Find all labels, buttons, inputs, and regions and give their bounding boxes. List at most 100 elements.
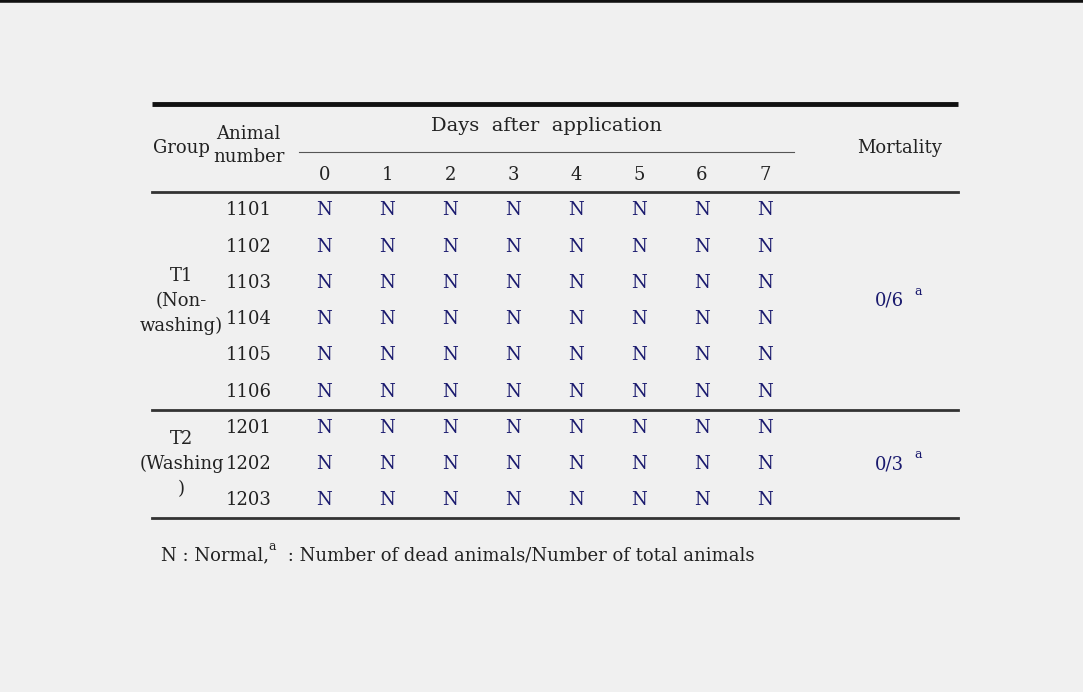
Text: 1201: 1201 [225,419,272,437]
Text: N : Normal,: N : Normal, [160,547,280,565]
Text: 0: 0 [318,166,330,184]
Text: N: N [631,491,647,509]
Text: N: N [379,274,395,292]
Text: N: N [316,383,332,401]
Text: N: N [442,237,458,255]
Text: N: N [569,237,584,255]
Text: N: N [694,491,709,509]
Text: N: N [757,237,773,255]
Text: N: N [694,455,709,473]
Text: N: N [631,237,647,255]
Text: N: N [379,346,395,364]
Text: 1202: 1202 [226,455,272,473]
Text: : Number of dead animals/Number of total animals: : Number of dead animals/Number of total… [283,547,755,565]
Text: N: N [757,274,773,292]
Text: N: N [379,201,395,219]
Text: N: N [442,274,458,292]
Text: 1106: 1106 [225,383,272,401]
Text: a: a [268,540,275,553]
Text: 0/6: 0/6 [875,292,903,310]
Text: N: N [569,419,584,437]
Text: N: N [379,237,395,255]
Text: N: N [694,310,709,328]
Text: N: N [631,419,647,437]
Text: N: N [694,274,709,292]
Text: N: N [505,419,521,437]
Text: N: N [694,383,709,401]
Text: N: N [757,201,773,219]
Text: N: N [505,491,521,509]
Text: 1101: 1101 [225,201,272,219]
Text: N: N [505,346,521,364]
Text: N: N [442,455,458,473]
Text: N: N [505,237,521,255]
Text: N: N [442,201,458,219]
Text: N: N [569,491,584,509]
Text: N: N [569,455,584,473]
Text: N: N [569,346,584,364]
Text: 3: 3 [507,166,519,184]
Text: N: N [505,455,521,473]
Text: N: N [694,346,709,364]
Text: N: N [757,346,773,364]
Text: N: N [631,201,647,219]
Text: N: N [316,346,332,364]
Text: N: N [379,455,395,473]
Text: N: N [757,310,773,328]
Text: N: N [694,201,709,219]
Text: N: N [379,310,395,328]
Text: N: N [694,419,709,437]
Text: N: N [379,419,395,437]
Text: 4: 4 [571,166,582,184]
Text: N: N [569,310,584,328]
Text: T2
(Washing
): T2 (Washing ) [140,430,224,498]
Text: N: N [316,491,332,509]
Text: N: N [316,274,332,292]
Text: a: a [914,285,922,298]
Text: 6: 6 [696,166,707,184]
Text: 2: 2 [444,166,456,184]
Text: N: N [379,383,395,401]
Text: 1203: 1203 [225,491,272,509]
Text: N: N [505,310,521,328]
Text: N: N [757,491,773,509]
Text: 1102: 1102 [225,237,272,255]
Text: T1
(Non-
washing): T1 (Non- washing) [140,267,223,335]
Text: N: N [631,310,647,328]
Text: 1104: 1104 [225,310,272,328]
Text: N: N [757,455,773,473]
Text: N: N [442,419,458,437]
Text: N: N [569,383,584,401]
Text: N: N [757,383,773,401]
Text: N: N [569,201,584,219]
Text: N: N [316,455,332,473]
Text: N: N [505,201,521,219]
Text: 1: 1 [381,166,393,184]
Text: N: N [316,201,332,219]
Text: N: N [631,383,647,401]
Text: N: N [442,383,458,401]
Text: N: N [631,274,647,292]
Text: N: N [757,419,773,437]
Text: 1105: 1105 [225,346,272,364]
Text: 0/3: 0/3 [875,455,903,473]
Text: a: a [914,448,922,461]
Text: N: N [379,491,395,509]
Text: Mortality: Mortality [857,139,941,157]
Text: N: N [442,346,458,364]
Text: Animal
number: Animal number [213,125,285,167]
Text: N: N [316,419,332,437]
Text: N: N [442,491,458,509]
Text: 7: 7 [759,166,771,184]
Text: N: N [316,237,332,255]
Text: N: N [442,310,458,328]
Text: 5: 5 [634,166,644,184]
Text: Group: Group [153,139,210,157]
Text: N: N [694,237,709,255]
Text: N: N [316,310,332,328]
Text: N: N [631,346,647,364]
Text: N: N [505,383,521,401]
Text: 1103: 1103 [225,274,272,292]
Text: N: N [505,274,521,292]
Text: Days  after  application: Days after application [431,117,662,135]
